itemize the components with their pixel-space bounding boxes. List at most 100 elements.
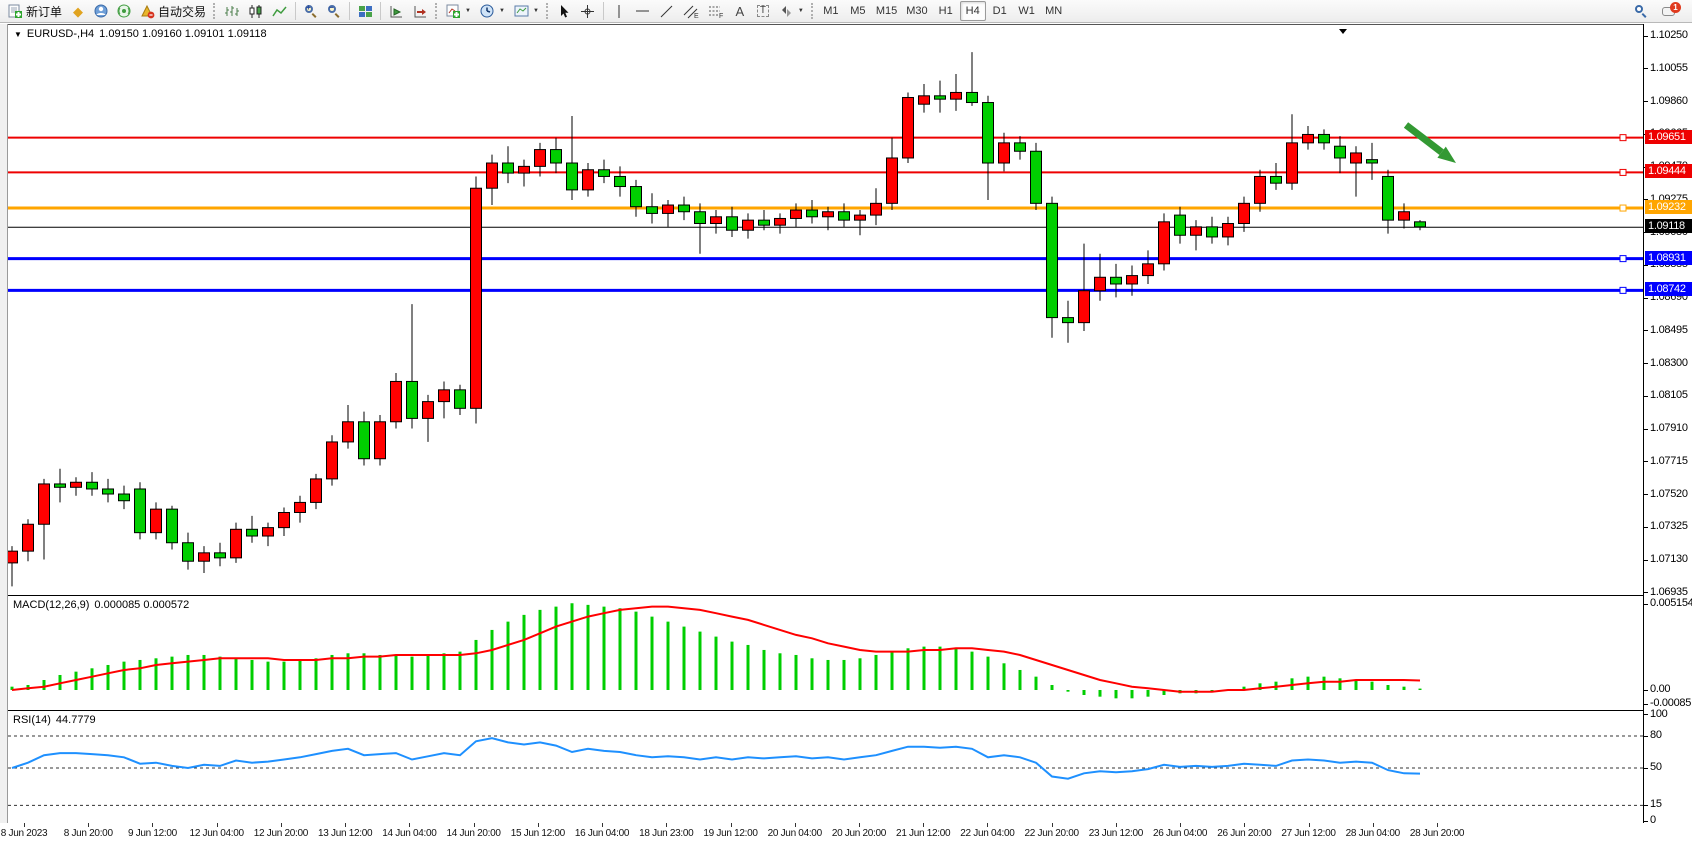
candle-up [294,501,306,513]
chart-window: ▼ EURUSD-,H4 1.09150 1.09160 1.09101 1.0… [0,24,1692,846]
hline-handle[interactable] [1619,168,1627,176]
ohlc-quote-label: 1.09150 1.09160 1.09101 1.09118 [99,28,267,40]
search-button[interactable] [1630,1,1652,21]
price-tick-label: 1.08300 [1650,356,1688,369]
candle-down [838,211,850,221]
candle-up [742,219,754,231]
arrows-button[interactable]: ▼ [775,1,808,21]
tab-m5[interactable]: M5 [850,5,866,17]
arrows-icon [779,4,794,19]
time-label: 22 Jun 04:00 [960,828,1015,839]
macd-panel[interactable]: MACD(12,26,9) 0.000085 0.000572 [8,597,1643,711]
chevron-down-icon: ▼ [532,8,539,14]
tab-h4[interactable]: H4 [959,1,986,21]
cursor-button[interactable] [553,1,575,21]
tab-m15[interactable]: M15 [875,5,898,17]
tab-w1[interactable]: W1 [1018,5,1035,17]
toolbar-grip [435,3,439,19]
templates-button[interactable]: ▼ [510,1,543,21]
notifications-button[interactable]: 1 [1658,1,1682,21]
zoom-out-button[interactable]: − [323,1,345,21]
horizontal-line-button[interactable] [631,1,654,21]
time-label: 20 Jun 04:00 [767,828,823,839]
hline-handle[interactable] [1619,134,1627,142]
tab-d1[interactable]: D1 [992,5,1007,17]
candle-up [326,441,338,480]
equidistant-channel-button[interactable]: E [679,1,703,21]
time-axis[interactable]: 8 Jun 2023 8 Jun 20:00 9 Jun 12:00 12 Jun 0… [0,823,1692,846]
price-tick-dash [1644,199,1648,201]
price-tick-label: 1.09860 [1650,94,1688,107]
candle-up [374,421,386,460]
candle-up [342,421,354,443]
rsi-panel[interactable]: RSI(14) 44.7779 [8,712,1643,824]
autotrade-button[interactable]: 自动交易 [136,1,210,21]
community-button[interactable] [90,1,112,21]
time-tick [1437,823,1438,827]
candle-down [406,380,418,419]
auto-scroll-button[interactable] [385,1,408,21]
hline-handle[interactable] [1619,286,1627,294]
tab-m1[interactable]: M1 [823,5,839,17]
candlestick-chart-button[interactable] [244,1,267,21]
candle-up [262,527,274,537]
rsi-tick-label: 50 [1650,761,1662,773]
tab-m30[interactable]: M30 [906,5,928,17]
vertical-line-button[interactable] [608,1,630,21]
toolbar-grip [810,3,815,19]
candle-down [86,481,98,490]
toolbar-separator [380,2,382,20]
macd-tick-label: 0.005154 [1650,597,1692,609]
bar-chart-button[interactable] [220,1,243,21]
signals-button[interactable] [113,1,135,21]
time-tick [216,823,218,827]
price-label-1.09651: 1.09651 [1645,129,1692,144]
tab-h1[interactable]: H1 [938,5,953,17]
main-chart-panel[interactable]: ▼ EURUSD-,H4 1.09150 1.09160 1.09101 1.0… [8,24,1643,596]
price-tick-dash [1644,428,1648,430]
rsi-tick-dash [1644,767,1648,769]
text-label-button[interactable]: T [752,1,774,21]
price-tick-dash [1644,526,1648,528]
candle-down [966,91,978,104]
tab-mn[interactable]: MN [1045,5,1063,17]
candle-up [886,157,898,204]
candle-down [358,421,370,460]
hline-handle[interactable] [1619,255,1627,263]
price-tick-label: 1.07520 [1650,487,1688,500]
templates-icon [514,4,529,19]
hline-handle[interactable] [1619,204,1627,212]
candle-up [998,142,1010,164]
indicators-button[interactable]: ▼ [442,1,475,21]
symbol-dropdown-icon[interactable]: ▼ [14,29,22,39]
price-tick-dash [1644,363,1648,365]
annotation-arrow[interactable] [1403,122,1444,155]
trendline-button[interactable] [655,1,678,21]
line-chart-button[interactable] [268,1,291,21]
toolbar: 新订单 ◆ 自动交易 [0,0,1692,23]
annotation-arrow-head[interactable] [1437,146,1456,163]
candle-down [806,209,818,218]
candle-down [1046,202,1058,319]
price-tick-dash [1644,559,1648,561]
time-tick [537,823,539,827]
candle-up [1078,290,1090,324]
price-axis[interactable]: 1.102501.100551.098601.096651.094701.092… [1643,24,1692,846]
new-order-button[interactable]: 新订单 [4,1,66,21]
crosshair-button[interactable] [576,1,599,21]
text-button[interactable]: A [729,1,751,21]
chart-shift-button[interactable] [409,1,432,21]
tile-windows-button[interactable] [354,1,376,21]
candle-up [1398,211,1410,221]
time-tick [1372,823,1374,827]
mql5-button[interactable]: ◆ [67,1,89,21]
candle-up [918,95,930,105]
zoom-in-button[interactable]: + [300,1,322,21]
macd-canvas[interactable] [8,597,1643,710]
main-chart-canvas[interactable] [8,25,1643,595]
periods-button[interactable]: ▼ [476,1,509,21]
price-tick-label: 1.08105 [1650,389,1688,402]
fibonacci-button[interactable]: F [704,1,728,21]
candle-down [934,95,946,100]
rsi-canvas[interactable] [8,712,1643,823]
